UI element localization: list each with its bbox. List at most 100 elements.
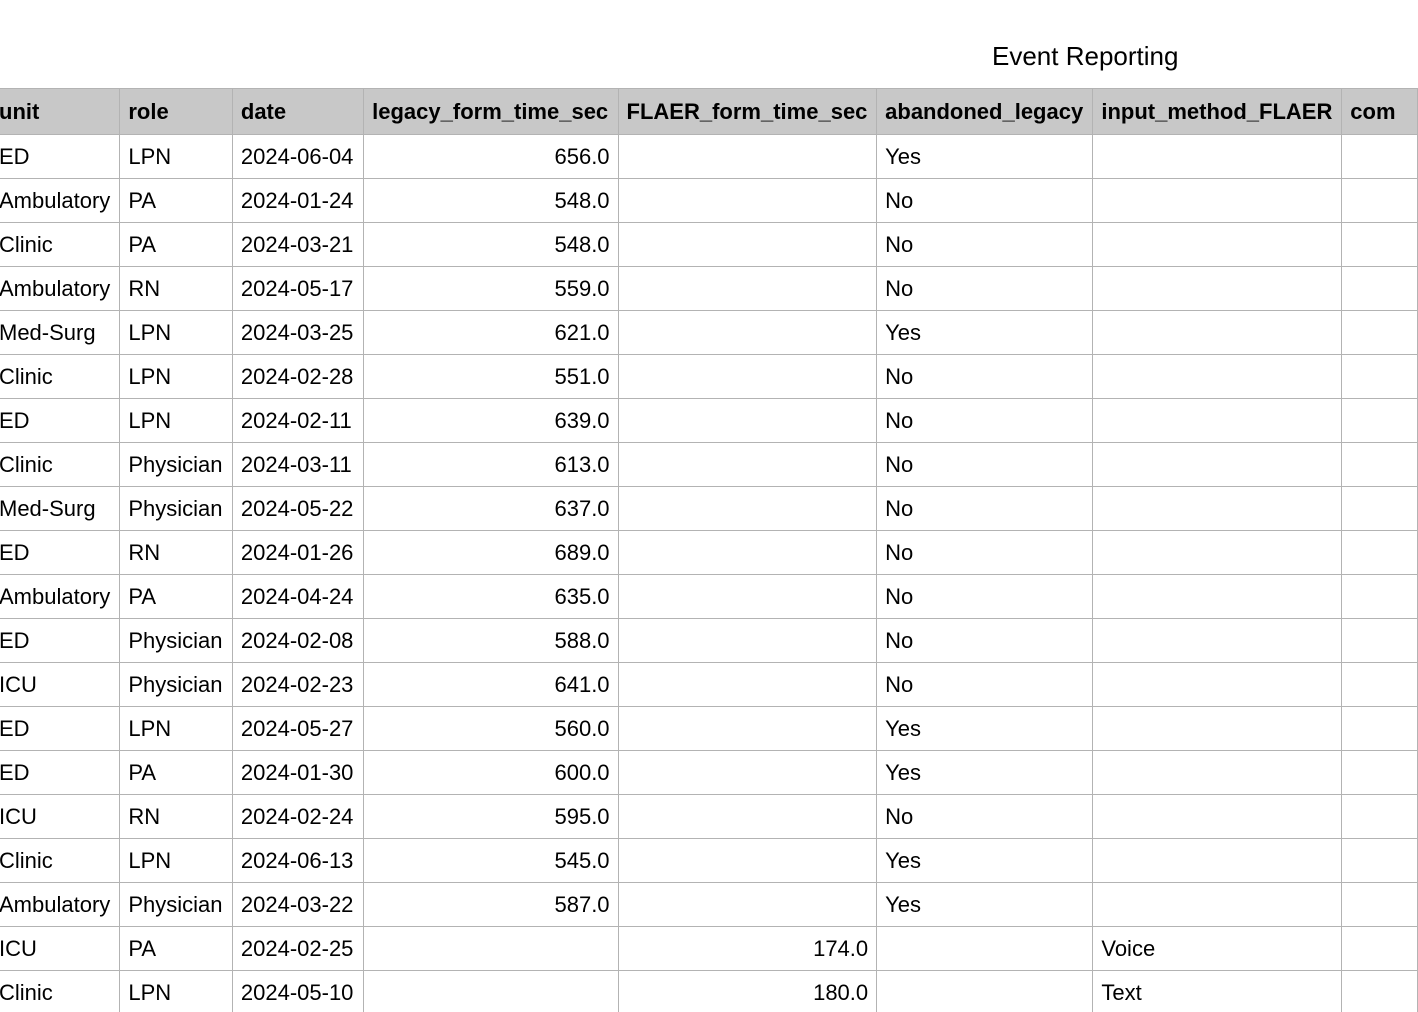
cell-role[interactable]: PA (119, 926, 233, 971)
cell-comments[interactable] (1341, 926, 1418, 971)
cell-flaer-form-time[interactable]: 180.0 (617, 970, 878, 1012)
cell-input-method[interactable] (1092, 838, 1343, 883)
cell-comments[interactable] (1341, 662, 1418, 707)
cell-legacy-form-time[interactable]: 641.0 (363, 662, 619, 707)
cell-unit[interactable]: ICU (0, 662, 121, 707)
cell-comments[interactable] (1341, 574, 1418, 619)
header-cell-role[interactable]: role (119, 88, 233, 135)
cell-flaer-form-time[interactable] (617, 618, 878, 663)
cell-date[interactable]: 2024-02-08 (231, 618, 365, 663)
cell-unit[interactable]: Ambulatory (0, 178, 121, 223)
cell-legacy-form-time[interactable]: 548.0 (363, 222, 619, 267)
cell-abandoned-legacy[interactable]: Yes (876, 706, 1094, 751)
cell-abandoned-legacy[interactable]: Yes (876, 882, 1094, 927)
cell-legacy-form-time[interactable] (363, 970, 619, 1012)
header-cell-abandoned-legacy[interactable]: abandoned_legacy (876, 88, 1094, 135)
header-cell-date[interactable]: date (231, 88, 365, 135)
cell-date[interactable]: 2024-03-25 (231, 310, 365, 355)
cell-comments[interactable] (1341, 310, 1418, 355)
cell-comments[interactable] (1341, 178, 1418, 223)
cell-date[interactable]: 2024-02-24 (231, 794, 365, 839)
cell-comments[interactable] (1341, 750, 1418, 795)
cell-input-method[interactable] (1092, 310, 1343, 355)
cell-comments[interactable] (1341, 794, 1418, 839)
cell-role[interactable]: LPN (119, 310, 233, 355)
cell-input-method[interactable] (1092, 134, 1343, 179)
cell-input-method[interactable] (1092, 486, 1343, 531)
cell-flaer-form-time[interactable] (617, 706, 878, 751)
cell-role[interactable]: Physician (119, 662, 233, 707)
cell-legacy-form-time[interactable]: 689.0 (363, 530, 619, 575)
cell-input-method[interactable]: Text (1092, 970, 1343, 1012)
cell-input-method[interactable] (1092, 354, 1343, 399)
cell-unit[interactable]: Clinic (0, 222, 121, 267)
cell-input-method[interactable] (1092, 662, 1343, 707)
cell-input-method[interactable] (1092, 794, 1343, 839)
cell-input-method[interactable] (1092, 618, 1343, 663)
cell-unit[interactable]: Clinic (0, 354, 121, 399)
cell-role[interactable]: Physician (119, 618, 233, 663)
cell-comments[interactable] (1341, 618, 1418, 663)
cell-unit[interactable]: Ambulatory (0, 574, 121, 619)
cell-date[interactable]: 2024-03-21 (231, 222, 365, 267)
cell-role[interactable]: LPN (119, 838, 233, 883)
cell-unit[interactable]: Med-Surg (0, 486, 121, 531)
cell-abandoned-legacy[interactable]: No (876, 662, 1094, 707)
cell-role[interactable]: RN (119, 266, 233, 311)
cell-legacy-form-time[interactable]: 635.0 (363, 574, 619, 619)
cell-input-method[interactable] (1092, 178, 1343, 223)
header-cell-comments[interactable]: com (1341, 88, 1418, 135)
cell-input-method[interactable] (1092, 706, 1343, 751)
cell-input-method[interactable] (1092, 222, 1343, 267)
cell-flaer-form-time[interactable] (617, 838, 878, 883)
cell-date[interactable]: 2024-05-10 (231, 970, 365, 1012)
cell-role[interactable]: LPN (119, 134, 233, 179)
cell-legacy-form-time[interactable]: 656.0 (363, 134, 619, 179)
cell-date[interactable]: 2024-03-11 (231, 442, 365, 487)
cell-date[interactable]: 2024-02-28 (231, 354, 365, 399)
cell-unit[interactable]: Med-Surg (0, 310, 121, 355)
cell-comments[interactable] (1341, 398, 1418, 443)
cell-abandoned-legacy[interactable]: No (876, 794, 1094, 839)
cell-unit[interactable]: ED (0, 134, 121, 179)
cell-legacy-form-time[interactable]: 639.0 (363, 398, 619, 443)
cell-abandoned-legacy[interactable]: Yes (876, 750, 1094, 795)
cell-legacy-form-time[interactable]: 621.0 (363, 310, 619, 355)
cell-role[interactable]: PA (119, 222, 233, 267)
cell-comments[interactable] (1341, 222, 1418, 267)
cell-date[interactable]: 2024-02-25 (231, 926, 365, 971)
cell-abandoned-legacy[interactable] (876, 970, 1094, 1012)
cell-legacy-form-time[interactable]: 545.0 (363, 838, 619, 883)
cell-date[interactable]: 2024-05-27 (231, 706, 365, 751)
cell-flaer-form-time[interactable] (617, 662, 878, 707)
cell-role[interactable]: LPN (119, 354, 233, 399)
cell-flaer-form-time[interactable] (617, 178, 878, 223)
cell-date[interactable]: 2024-06-13 (231, 838, 365, 883)
cell-role[interactable]: Physician (119, 486, 233, 531)
cell-input-method[interactable] (1092, 750, 1343, 795)
cell-input-method[interactable] (1092, 530, 1343, 575)
cell-flaer-form-time[interactable] (617, 574, 878, 619)
cell-date[interactable]: 2024-01-24 (231, 178, 365, 223)
cell-unit[interactable]: ED (0, 750, 121, 795)
cell-unit[interactable]: ED (0, 398, 121, 443)
cell-legacy-form-time[interactable]: 559.0 (363, 266, 619, 311)
cell-abandoned-legacy[interactable]: No (876, 222, 1094, 267)
cell-unit[interactable]: ICU (0, 794, 121, 839)
cell-input-method[interactable] (1092, 398, 1343, 443)
cell-unit[interactable]: Clinic (0, 838, 121, 883)
cell-input-method[interactable] (1092, 574, 1343, 619)
cell-role[interactable]: LPN (119, 970, 233, 1012)
cell-abandoned-legacy[interactable]: No (876, 266, 1094, 311)
cell-role[interactable]: LPN (119, 706, 233, 751)
cell-unit[interactable]: ED (0, 618, 121, 663)
cell-abandoned-legacy[interactable]: No (876, 442, 1094, 487)
cell-comments[interactable] (1341, 882, 1418, 927)
cell-input-method[interactable]: Voice (1092, 926, 1343, 971)
cell-flaer-form-time[interactable] (617, 398, 878, 443)
header-cell-unit[interactable]: unit (0, 88, 121, 135)
cell-role[interactable]: PA (119, 750, 233, 795)
cell-date[interactable]: 2024-02-23 (231, 662, 365, 707)
cell-legacy-form-time[interactable]: 548.0 (363, 178, 619, 223)
cell-comments[interactable] (1341, 134, 1418, 179)
